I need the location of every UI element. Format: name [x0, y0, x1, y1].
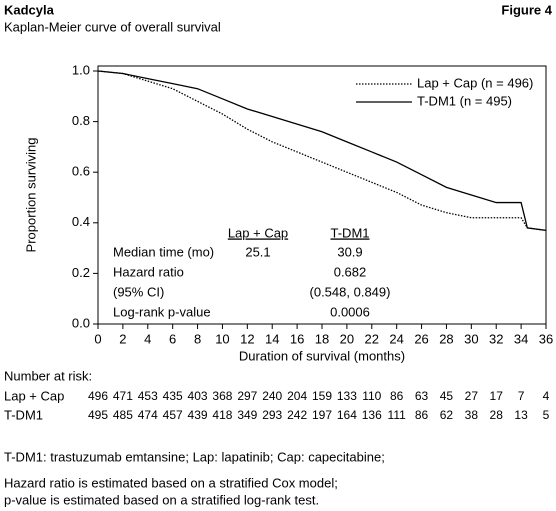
- x-tick-label: 18: [315, 331, 329, 346]
- at-risk-count: 242: [287, 408, 307, 422]
- y-axis-label: Proportion surviving: [23, 138, 38, 253]
- x-axis-label: Duration of survival (months): [239, 348, 405, 363]
- legend-label: Lap + Cap (n = 496): [417, 75, 533, 90]
- figure-label: Figure 4: [501, 2, 552, 17]
- survival-curve: [97, 70, 547, 232]
- at-risk-count: 27: [465, 389, 479, 403]
- at-risk-count: 17: [490, 389, 504, 403]
- at-risk-count: 62: [440, 408, 454, 422]
- at-risk-count: 133: [337, 389, 357, 403]
- y-tick-label: 0.4: [72, 214, 90, 229]
- at-risk-count: 204: [287, 389, 307, 403]
- stats-value: (0.548, 0.849): [310, 284, 391, 299]
- at-risk-count: 7: [518, 389, 525, 403]
- at-risk-count: 63: [415, 389, 429, 403]
- at-risk-count: 471: [113, 389, 133, 403]
- at-risk-count: 28: [490, 408, 504, 422]
- x-tick-label: 34: [514, 331, 528, 346]
- stats-header: T-DM1: [331, 225, 370, 240]
- at-risk-count: 403: [188, 389, 208, 403]
- x-tick-label: 24: [389, 331, 403, 346]
- x-tick-label: 30: [464, 331, 478, 346]
- at-risk-name: T-DM1: [4, 407, 43, 422]
- stats-value: 0.0006: [330, 304, 370, 319]
- title: Kadcyla: [4, 2, 55, 17]
- at-risk-count: 86: [390, 389, 404, 403]
- x-tick-label: 2: [119, 331, 126, 346]
- stats-value: 0.682: [334, 264, 367, 279]
- at-risk-count: 164: [337, 408, 357, 422]
- footnote: Hazard ratio is estimated based on a str…: [4, 475, 338, 490]
- legend-label: T-DM1 (n = 495): [417, 93, 512, 108]
- at-risk-count: 240: [262, 389, 282, 403]
- at-risk-count: 197: [312, 408, 332, 422]
- stats-label: Median time (mo): [113, 244, 214, 259]
- y-tick-label: 0.0: [72, 315, 90, 330]
- stats-value: 30.9: [337, 244, 362, 259]
- at-risk-count: 485: [113, 408, 133, 422]
- at-risk-count: 86: [415, 408, 429, 422]
- at-risk-count: 439: [188, 408, 208, 422]
- at-risk-count: 111: [388, 408, 407, 422]
- at-risk-count: 457: [163, 408, 183, 422]
- at-risk-count: 136: [362, 408, 382, 422]
- x-tick-label: 20: [340, 331, 354, 346]
- x-tick-label: 8: [194, 331, 201, 346]
- stats-label: Log-rank p-value: [113, 304, 211, 319]
- at-risk-count: 368: [212, 389, 232, 403]
- footnote: T-DM1: trastuzumab emtansine; Lap: lapat…: [4, 449, 385, 464]
- stats-header: Lap + Cap: [228, 225, 288, 240]
- footnote: p-value is estimated based on a stratifi…: [4, 492, 319, 507]
- at-risk-title: Number at risk:: [4, 368, 92, 383]
- at-risk-count: 474: [138, 408, 158, 422]
- y-tick-label: 1.0: [72, 62, 90, 77]
- stats-label: (95% CI): [113, 284, 164, 299]
- at-risk-count: 159: [312, 389, 332, 403]
- at-risk-count: 293: [262, 408, 282, 422]
- x-tick-label: 4: [144, 331, 151, 346]
- x-tick-label: 36: [539, 331, 553, 346]
- x-tick-label: 0: [94, 331, 101, 346]
- x-tick-label: 26: [414, 331, 428, 346]
- at-risk-count: 297: [237, 389, 257, 403]
- x-tick-label: 32: [489, 331, 503, 346]
- at-risk-count: 495: [88, 408, 108, 422]
- at-risk-count: 4: [543, 389, 550, 403]
- x-tick-label: 10: [215, 331, 229, 346]
- at-risk-count: 349: [237, 408, 257, 422]
- at-risk-count: 13: [514, 408, 528, 422]
- at-risk-count: 418: [212, 408, 232, 422]
- at-risk-name: Lap + Cap: [4, 388, 64, 403]
- at-risk-count: 496: [88, 389, 108, 403]
- x-tick-label: 16: [290, 331, 304, 346]
- survival-curve: [97, 70, 547, 232]
- x-tick-label: 28: [439, 331, 453, 346]
- x-tick-label: 14: [265, 331, 279, 346]
- x-tick-label: 12: [240, 331, 254, 346]
- x-tick-label: 22: [365, 331, 379, 346]
- at-risk-count: 435: [163, 389, 183, 403]
- y-tick-label: 0.2: [72, 265, 90, 280]
- at-risk-count: 38: [465, 408, 479, 422]
- y-tick-label: 0.6: [72, 164, 90, 179]
- subtitle: Kaplan-Meier curve of overall survival: [4, 19, 221, 34]
- at-risk-count: 5: [543, 408, 550, 422]
- at-risk-count: 45: [440, 389, 454, 403]
- x-tick-label: 6: [169, 331, 176, 346]
- y-tick-label: 0.8: [72, 113, 90, 128]
- stats-value: 25.1: [245, 244, 270, 259]
- at-risk-count: 453: [138, 389, 158, 403]
- stats-label: Hazard ratio: [113, 264, 184, 279]
- at-risk-count: 110: [362, 389, 381, 403]
